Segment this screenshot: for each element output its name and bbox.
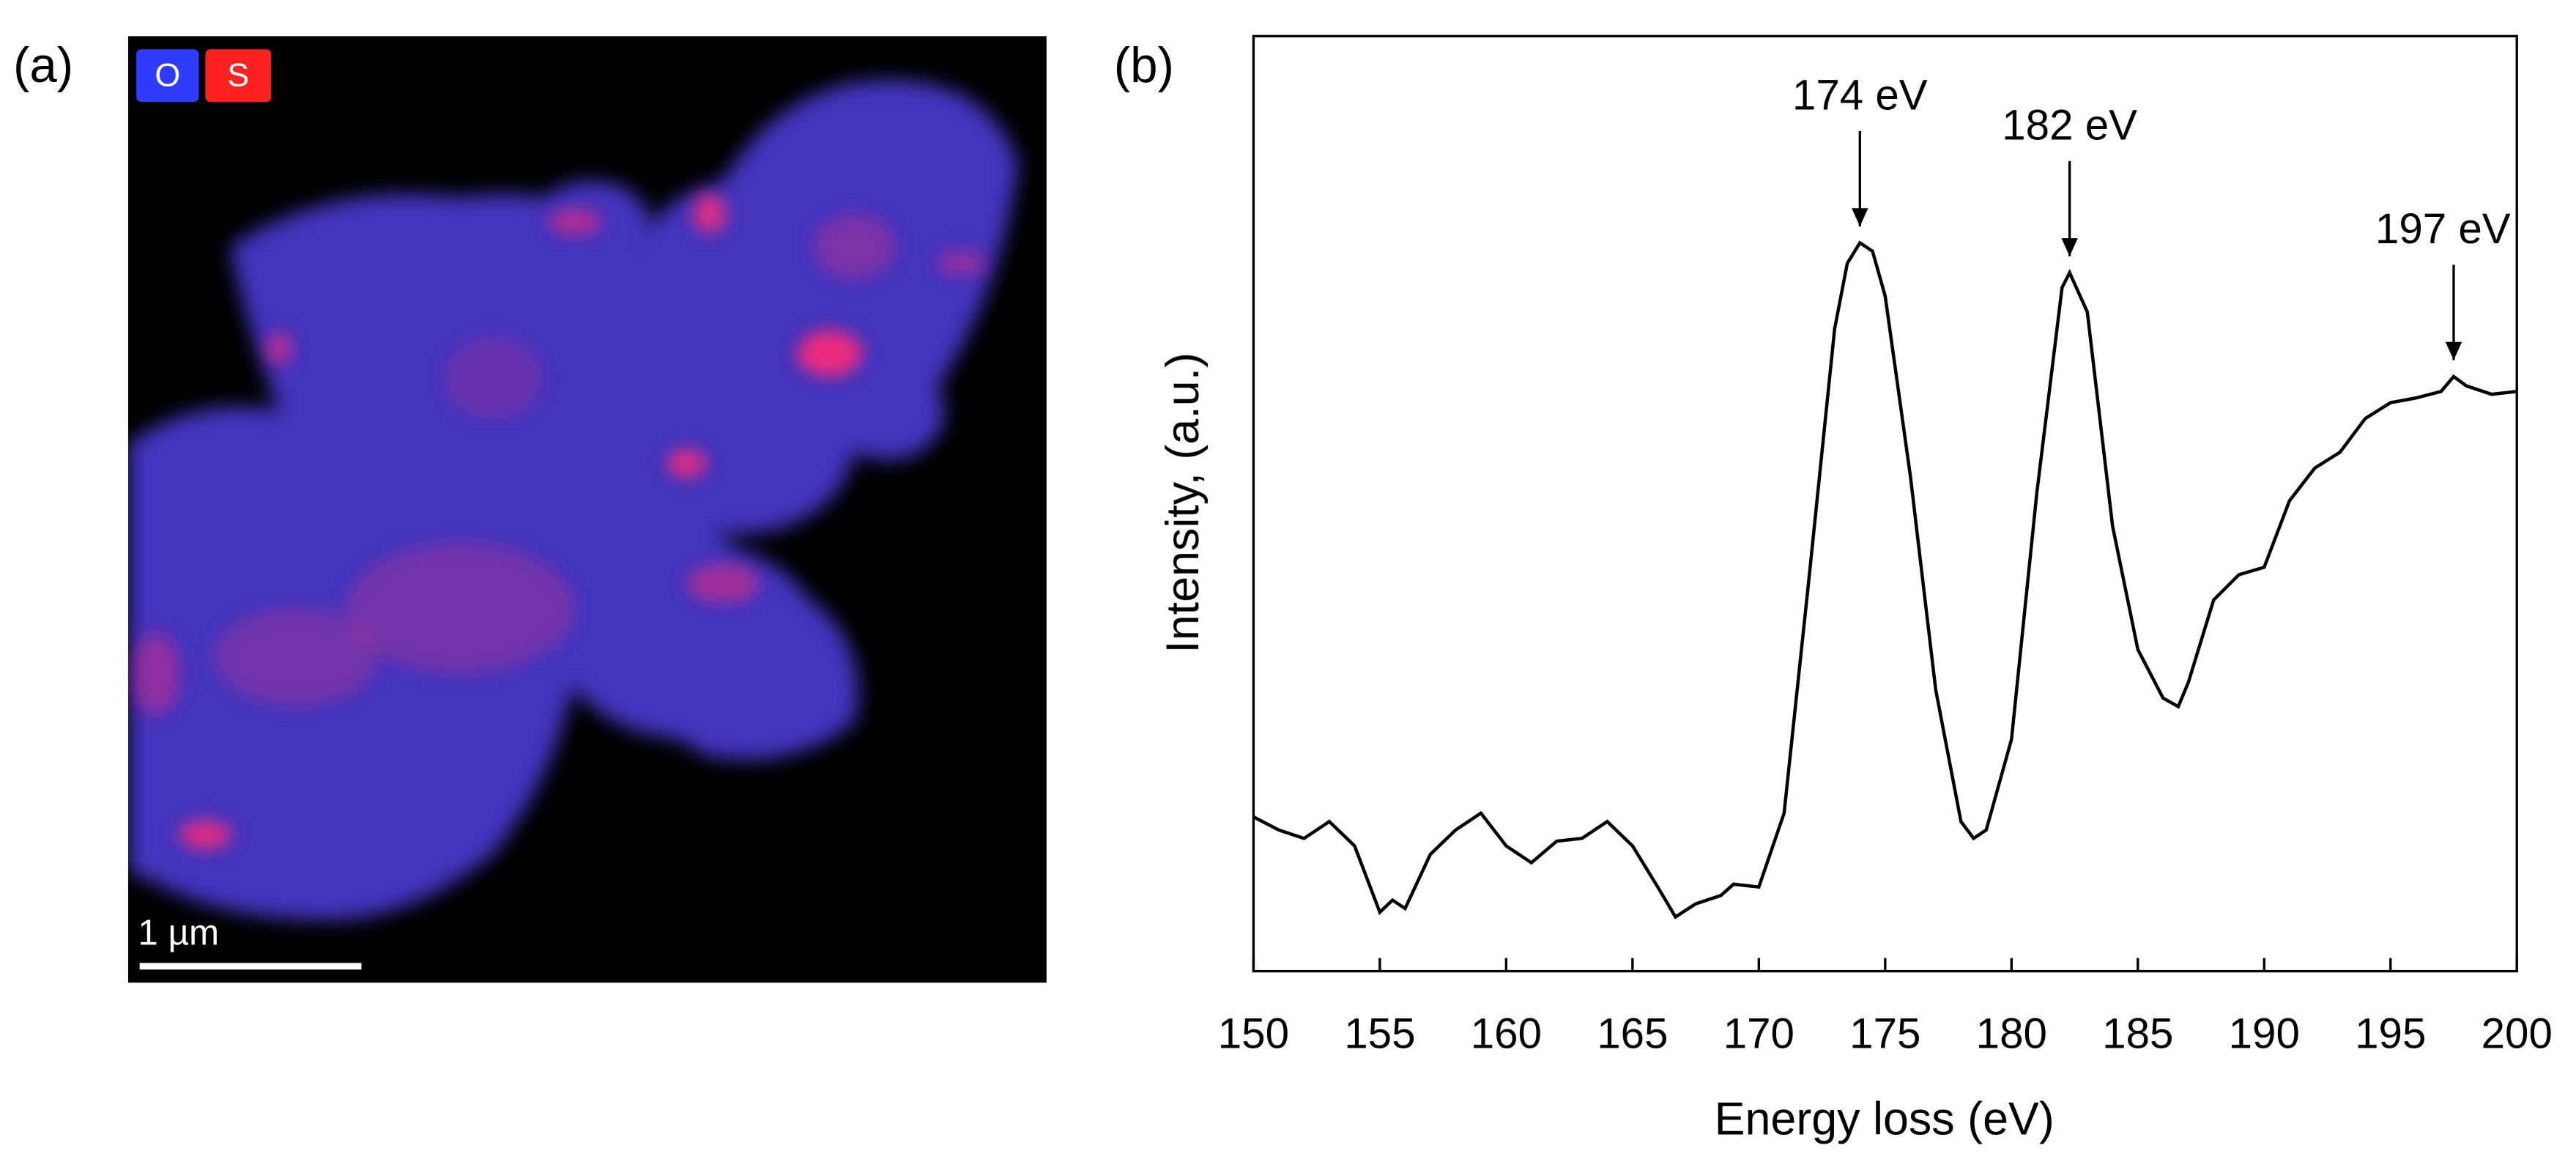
legend-swatch <box>136 49 199 103</box>
annotation-label: 182 eV <box>2002 101 2137 149</box>
sulfur-spots <box>131 193 986 850</box>
x-tick-label: 150 <box>1218 1010 1289 1058</box>
annotation-arrowhead <box>2445 341 2462 360</box>
annotation-label: 174 eV <box>1792 71 1928 119</box>
x-tick-label: 195 <box>2355 1010 2426 1058</box>
scale-bar-label: 1 µm <box>138 912 219 952</box>
x-tick-label: 160 <box>1471 1010 1542 1058</box>
x-axis-label: Energy loss (eV) <box>1715 1094 2055 1145</box>
x-tick-label: 180 <box>1976 1010 2047 1058</box>
eds-map: O S 1 µm <box>127 36 1047 983</box>
annotation-arrowhead <box>2061 238 2078 256</box>
x-tick-label: 165 <box>1597 1010 1668 1058</box>
x-tick-label: 170 <box>1723 1010 1794 1058</box>
panel-label: (b) <box>1114 38 1174 93</box>
particle-blobs <box>127 79 1019 921</box>
legend-swatch <box>205 49 272 103</box>
spectrum-line <box>1252 240 2517 919</box>
x-tick-label: 200 <box>2482 1010 2553 1058</box>
x-tick-label: 185 <box>2102 1010 2173 1058</box>
x-tick-label: 175 <box>1849 1010 1920 1058</box>
y-axis-label: Intensity, (a.u.) <box>1157 352 1209 654</box>
annotation-arrowhead <box>1852 208 1868 226</box>
legend-label: O <box>155 56 180 93</box>
legend-label: S <box>227 56 249 93</box>
annotation-label: 197 eV <box>2375 205 2511 253</box>
plot-frame <box>1252 34 2518 973</box>
panel-label: (a) <box>13 38 73 93</box>
x-tick-label: 190 <box>2229 1010 2300 1058</box>
x-tick-label: 155 <box>1344 1010 1415 1058</box>
